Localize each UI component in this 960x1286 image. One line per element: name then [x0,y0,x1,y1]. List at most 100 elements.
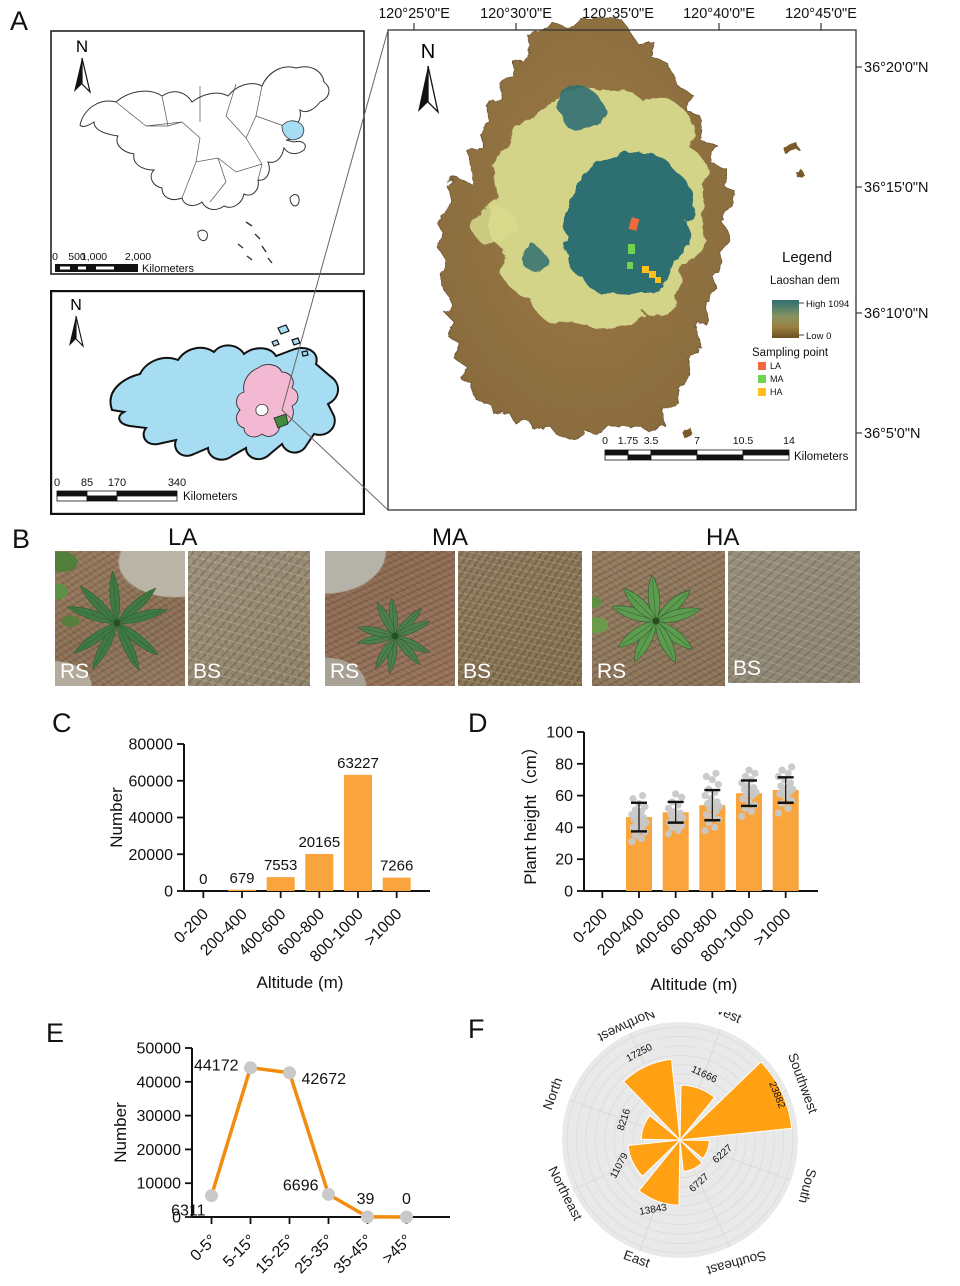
x-tick-label: 35-45° [331,1232,376,1277]
sample-MA-marker-2 [627,262,633,269]
sample-HA-marker-2 [649,271,656,278]
scatter-dot [629,795,637,803]
x-tick-label: >1000 [362,906,406,950]
group-label-MA: MA [432,524,468,551]
leaf-midrib [378,605,396,637]
polar-gridline [566,1026,794,1254]
y-tick-label: 0 [164,884,173,901]
y-tick-label: 10000 [137,1176,182,1193]
scatter-dot [747,807,755,816]
direction-label-north: North [540,1076,565,1112]
leaf-midrib [652,579,657,622]
y-axis-title: Number [107,787,126,848]
leaf-group [623,588,657,622]
svg-text:120°30'0"E: 120°30'0"E [480,6,552,22]
polar-gridline [585,1045,775,1235]
leaf-group [394,620,431,637]
y-tick-label: 0 [172,1210,181,1227]
photo-la-bs: BS [188,551,310,686]
aspect-rose-chart: 23882Southwest11666West17250Northwest821… [540,1012,821,1278]
north-arrow-icon: N [69,297,84,348]
leaf-group [116,608,169,624]
photo-tag: BS [193,660,222,683]
leaf-group [655,620,676,664]
leaf-group [79,585,118,624]
svg-text:Kilometers: Kilometers [183,491,238,503]
scatter-dot [672,790,680,798]
point-value-label: 44172 [194,1058,239,1075]
y-tick-label: 40 [555,820,573,837]
y-axis-title: Plant height（cm） [521,738,540,884]
y-tick-label: 40000 [137,1074,182,1091]
rose-wedge-east [638,1138,681,1206]
svg-text:1.75: 1.75 [618,435,639,447]
leaf-group [655,607,702,623]
x-axis-title: Altitude (m) [257,973,344,992]
bar-value-label: 20165 [298,834,340,851]
data-point [322,1187,335,1201]
data-line [209,1065,407,1219]
data-point [400,1210,413,1224]
leaf-midrib [626,591,657,622]
leaf-midrib [116,622,138,666]
plant-center [113,619,121,627]
leaf-group [617,620,657,648]
x-tick-label: 15-25° [253,1232,298,1277]
scatter-dot [701,826,709,835]
svg-text:120°40'0"E: 120°40'0"E [683,6,755,22]
point-value-label: 39 [357,1191,375,1208]
panel-c-label: C [52,708,72,738]
svg-text:0: 0 [54,477,60,489]
scatter-dot [678,793,686,801]
bar [382,877,411,891]
svg-text:HA: HA [770,387,783,397]
polar-gridline [604,1064,756,1216]
leaf-midrib [94,622,118,665]
plant-rosette [356,597,431,675]
leaf-midrib [116,591,153,624]
sampling-points [627,217,661,283]
legend-high-label: High 1094 [806,299,849,310]
scatter-dot [711,823,719,831]
sample-MA-marker [628,244,635,254]
point-value-label: 0 [402,1191,411,1208]
scatter-dot [628,838,636,846]
leaf-midrib [83,589,118,624]
scatter-dot [750,784,758,792]
x-tick-label: 25-35° [292,1232,337,1277]
leaf-midrib [112,576,118,624]
direction-label-south: South [796,1167,820,1205]
rose-wedge-northwest [622,1058,681,1142]
sample-HA-marker [642,266,649,273]
sample-LA-marker [628,217,640,231]
polar-gridline [594,1054,766,1226]
scatter-dot [751,769,759,777]
scatter-dot [741,772,749,781]
scatter-dot [784,769,792,777]
north-label: N [421,41,435,63]
data-point [205,1189,218,1203]
dem-mid-west-finger [472,205,516,247]
china-scalebar: 0 500 1,000 2,000 Kilometers [52,251,194,275]
scatter-dot [786,779,795,787]
x-tick-label: >45° [380,1232,416,1268]
plant-rosette [66,570,169,671]
dem-high-north-patch [559,88,605,131]
north-arrow-icon: N [74,37,92,94]
y-tick-label: 60 [555,788,573,805]
scatter-dot [745,766,753,774]
y-tick-label: 60000 [129,773,174,790]
photo-ma-bs: BS [458,551,582,686]
scatter-dot [701,792,709,800]
svg-text:1,000: 1,000 [81,251,107,263]
leaf-midrib [655,609,697,622]
rose-wedge-southeast [679,1138,703,1173]
wedge-value-label: 13843 [639,1202,669,1218]
polar-gridline [641,1101,719,1179]
latitude-labels: 36°20'0"N 36°15'0"N 36°10'0"N 36°5'0"N [856,60,929,442]
north-arrow-icon: N [418,41,440,115]
legend-swatch-MA [758,375,766,383]
sample-HA-marker-3 [655,277,661,283]
data-point [283,1066,296,1080]
